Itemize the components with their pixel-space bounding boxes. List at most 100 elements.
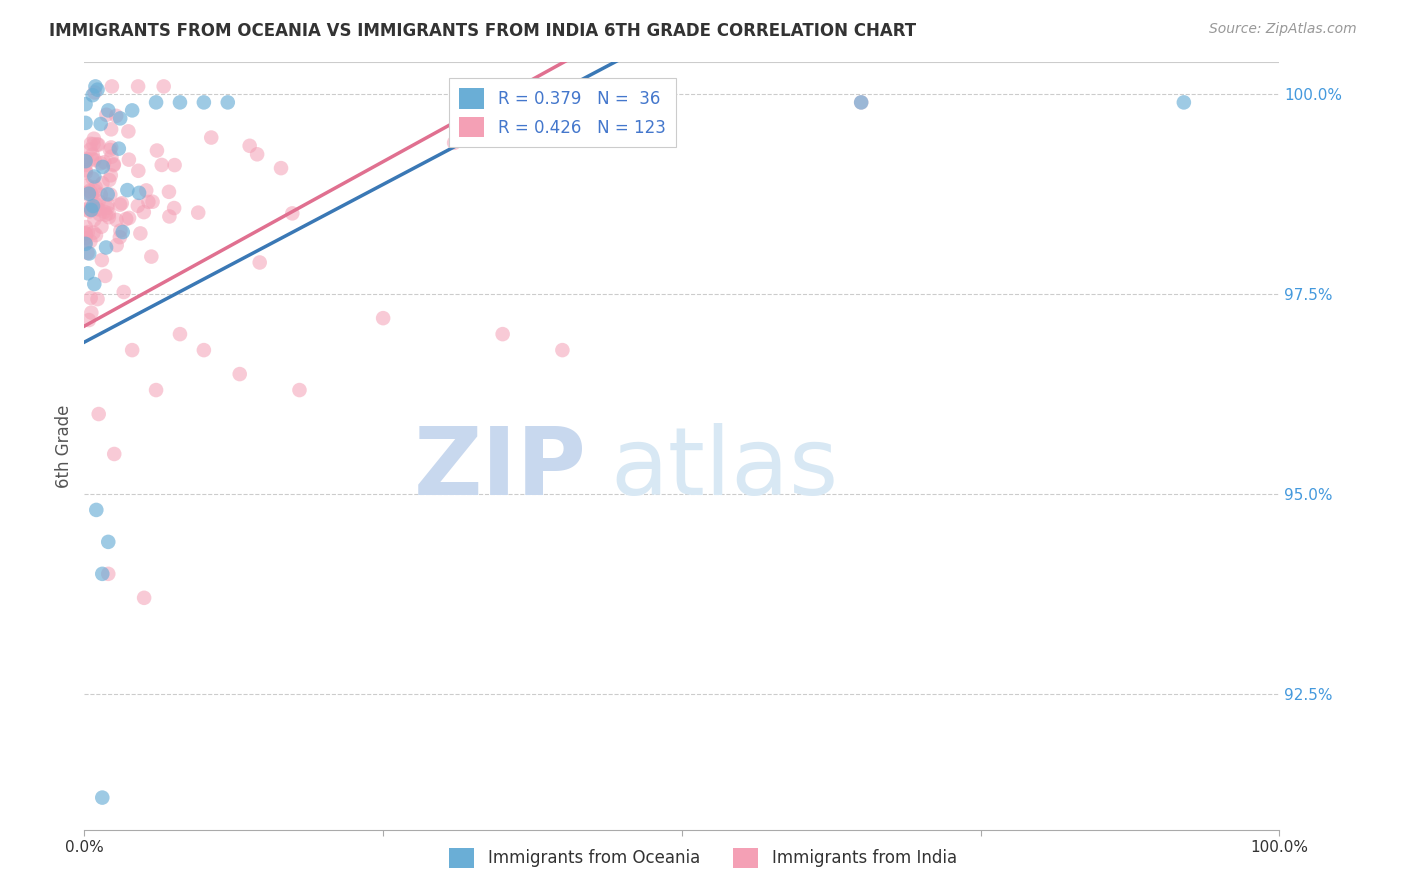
Point	[83, 226, 105, 240]
Point	[112, 285, 135, 299]
Point	[79, 143, 101, 157]
Point	[90, 187, 112, 202]
Point	[93, 204, 115, 219]
Point	[82, 171, 104, 186]
Point	[79, 204, 101, 219]
Point	[103, 158, 125, 172]
Point	[117, 124, 139, 138]
Point	[77, 225, 100, 239]
Point	[79, 202, 101, 217]
Point	[89, 207, 111, 221]
Point	[79, 185, 101, 199]
Point	[83, 131, 105, 145]
Point	[111, 196, 134, 211]
Point	[128, 186, 150, 200]
Point	[141, 250, 163, 264]
Point	[91, 176, 114, 190]
Point	[75, 116, 97, 130]
Point	[100, 140, 122, 154]
Point	[97, 535, 120, 549]
Point	[129, 227, 152, 241]
Point	[288, 383, 311, 397]
Point	[86, 292, 108, 306]
Point	[79, 200, 101, 214]
Point	[97, 211, 120, 225]
Point	[83, 277, 105, 291]
Point	[75, 154, 97, 169]
Point	[91, 790, 114, 805]
Point	[87, 202, 110, 217]
Point	[103, 157, 125, 171]
Point	[86, 137, 108, 152]
Point	[90, 219, 112, 234]
Point	[169, 327, 191, 342]
Point	[105, 109, 128, 123]
Point	[75, 220, 97, 235]
Point	[103, 447, 125, 461]
Point	[246, 147, 269, 161]
Point	[121, 343, 143, 358]
Point	[83, 169, 105, 184]
Point	[84, 79, 107, 94]
Point	[90, 156, 112, 170]
Point	[138, 194, 160, 209]
Point	[146, 144, 169, 158]
Point	[229, 367, 252, 381]
Point	[82, 137, 104, 152]
Point	[87, 407, 110, 421]
Point	[551, 343, 574, 358]
Point	[97, 187, 120, 202]
Point	[75, 153, 97, 168]
Text: ZIP: ZIP	[413, 423, 586, 515]
Point	[145, 95, 167, 110]
Point	[87, 194, 110, 209]
Point	[75, 97, 97, 112]
Point	[75, 186, 97, 201]
Point	[75, 231, 97, 245]
Point	[75, 235, 97, 250]
Point	[75, 165, 97, 179]
Point	[86, 82, 108, 96]
Point	[118, 153, 141, 167]
Point	[76, 246, 98, 260]
Point	[108, 230, 131, 244]
Point	[851, 95, 873, 110]
Point	[110, 224, 132, 238]
Point	[152, 79, 174, 94]
Point	[145, 383, 167, 397]
Point	[115, 211, 138, 226]
Point	[75, 152, 97, 166]
Point	[108, 197, 131, 211]
Point	[111, 225, 134, 239]
Point	[851, 95, 873, 110]
Point	[84, 184, 107, 198]
Point	[75, 236, 97, 251]
Text: IMMIGRANTS FROM OCEANIA VS IMMIGRANTS FROM INDIA 6TH GRADE CORRELATION CHART: IMMIGRANTS FROM OCEANIA VS IMMIGRANTS FR…	[49, 22, 917, 40]
Point	[127, 163, 149, 178]
Point	[200, 130, 222, 145]
Point	[82, 88, 104, 103]
Point	[75, 227, 97, 241]
Point	[83, 86, 105, 100]
Point	[76, 178, 98, 193]
Point	[647, 95, 669, 110]
Text: Source: ZipAtlas.com: Source: ZipAtlas.com	[1209, 22, 1357, 37]
Point	[76, 266, 98, 280]
Point	[80, 305, 103, 319]
Point	[101, 79, 124, 94]
Point	[96, 108, 118, 122]
Point	[118, 211, 141, 225]
Point	[163, 201, 186, 215]
Point	[142, 194, 165, 209]
Point	[84, 197, 107, 211]
Point	[90, 117, 112, 131]
Point	[270, 161, 292, 175]
Point	[77, 186, 100, 201]
Point	[83, 153, 105, 167]
Point	[249, 255, 271, 269]
Point	[217, 95, 239, 110]
Point	[84, 228, 107, 243]
Point	[80, 188, 103, 202]
Point	[82, 147, 104, 161]
Point	[157, 210, 180, 224]
